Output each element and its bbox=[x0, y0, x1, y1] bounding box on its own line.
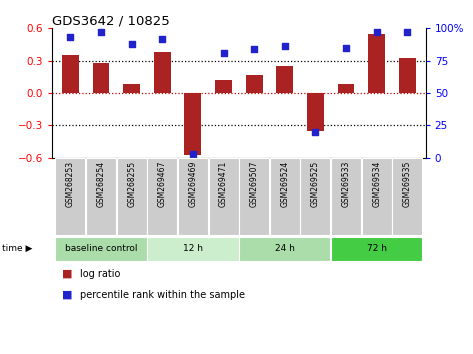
Text: GSM269525: GSM269525 bbox=[311, 161, 320, 207]
Bar bbox=[399, 58, 416, 93]
Bar bbox=[55, 237, 147, 261]
Text: GSM269467: GSM269467 bbox=[158, 161, 167, 207]
Bar bbox=[55, 158, 86, 235]
Text: GSM268253: GSM268253 bbox=[66, 161, 75, 207]
Point bbox=[97, 29, 105, 35]
Bar bbox=[215, 80, 232, 93]
Text: GSM269469: GSM269469 bbox=[188, 161, 197, 207]
Bar bbox=[147, 237, 238, 261]
Bar bbox=[239, 158, 269, 235]
Text: ■: ■ bbox=[61, 269, 72, 279]
Text: GSM269524: GSM269524 bbox=[280, 161, 289, 207]
Bar bbox=[209, 158, 238, 235]
Bar bbox=[154, 52, 171, 93]
Bar bbox=[93, 63, 109, 93]
Bar bbox=[239, 237, 331, 261]
Text: GSM268255: GSM268255 bbox=[127, 161, 136, 207]
Point bbox=[158, 36, 166, 41]
Bar bbox=[184, 93, 201, 155]
Text: 12 h: 12 h bbox=[183, 244, 203, 253]
Text: percentile rank within the sample: percentile rank within the sample bbox=[80, 290, 245, 300]
Point bbox=[312, 129, 319, 135]
Point bbox=[403, 29, 411, 35]
Point bbox=[220, 50, 228, 56]
Point bbox=[250, 46, 258, 52]
Point bbox=[128, 41, 135, 47]
Bar bbox=[246, 75, 263, 93]
Point bbox=[281, 44, 289, 49]
Bar bbox=[331, 158, 361, 235]
Text: ■: ■ bbox=[61, 290, 72, 300]
Point bbox=[342, 45, 350, 51]
Bar bbox=[123, 84, 140, 93]
Point bbox=[67, 35, 74, 40]
Text: GSM268254: GSM268254 bbox=[96, 161, 105, 207]
Bar bbox=[338, 84, 354, 93]
Bar bbox=[270, 158, 300, 235]
Text: baseline control: baseline control bbox=[65, 244, 137, 253]
Bar bbox=[362, 158, 392, 235]
Text: GSM269534: GSM269534 bbox=[372, 161, 381, 207]
Bar bbox=[368, 34, 385, 93]
Text: GDS3642 / 10825: GDS3642 / 10825 bbox=[52, 14, 170, 27]
Point bbox=[189, 151, 197, 156]
Point bbox=[373, 29, 380, 35]
Bar bbox=[276, 66, 293, 93]
Bar bbox=[86, 158, 116, 235]
Text: GSM269507: GSM269507 bbox=[250, 161, 259, 207]
Bar bbox=[392, 158, 422, 235]
Bar bbox=[307, 93, 324, 131]
Text: log ratio: log ratio bbox=[80, 269, 121, 279]
Bar bbox=[62, 55, 79, 93]
Bar bbox=[178, 158, 208, 235]
Bar bbox=[300, 158, 331, 235]
Text: GSM269535: GSM269535 bbox=[403, 161, 412, 207]
Bar bbox=[331, 237, 422, 261]
Text: 24 h: 24 h bbox=[275, 244, 295, 253]
Text: GSM269533: GSM269533 bbox=[342, 161, 350, 207]
Bar bbox=[147, 158, 177, 235]
Text: GSM269471: GSM269471 bbox=[219, 161, 228, 207]
Text: 72 h: 72 h bbox=[367, 244, 387, 253]
Bar bbox=[117, 158, 147, 235]
Text: time ▶: time ▶ bbox=[2, 244, 33, 253]
